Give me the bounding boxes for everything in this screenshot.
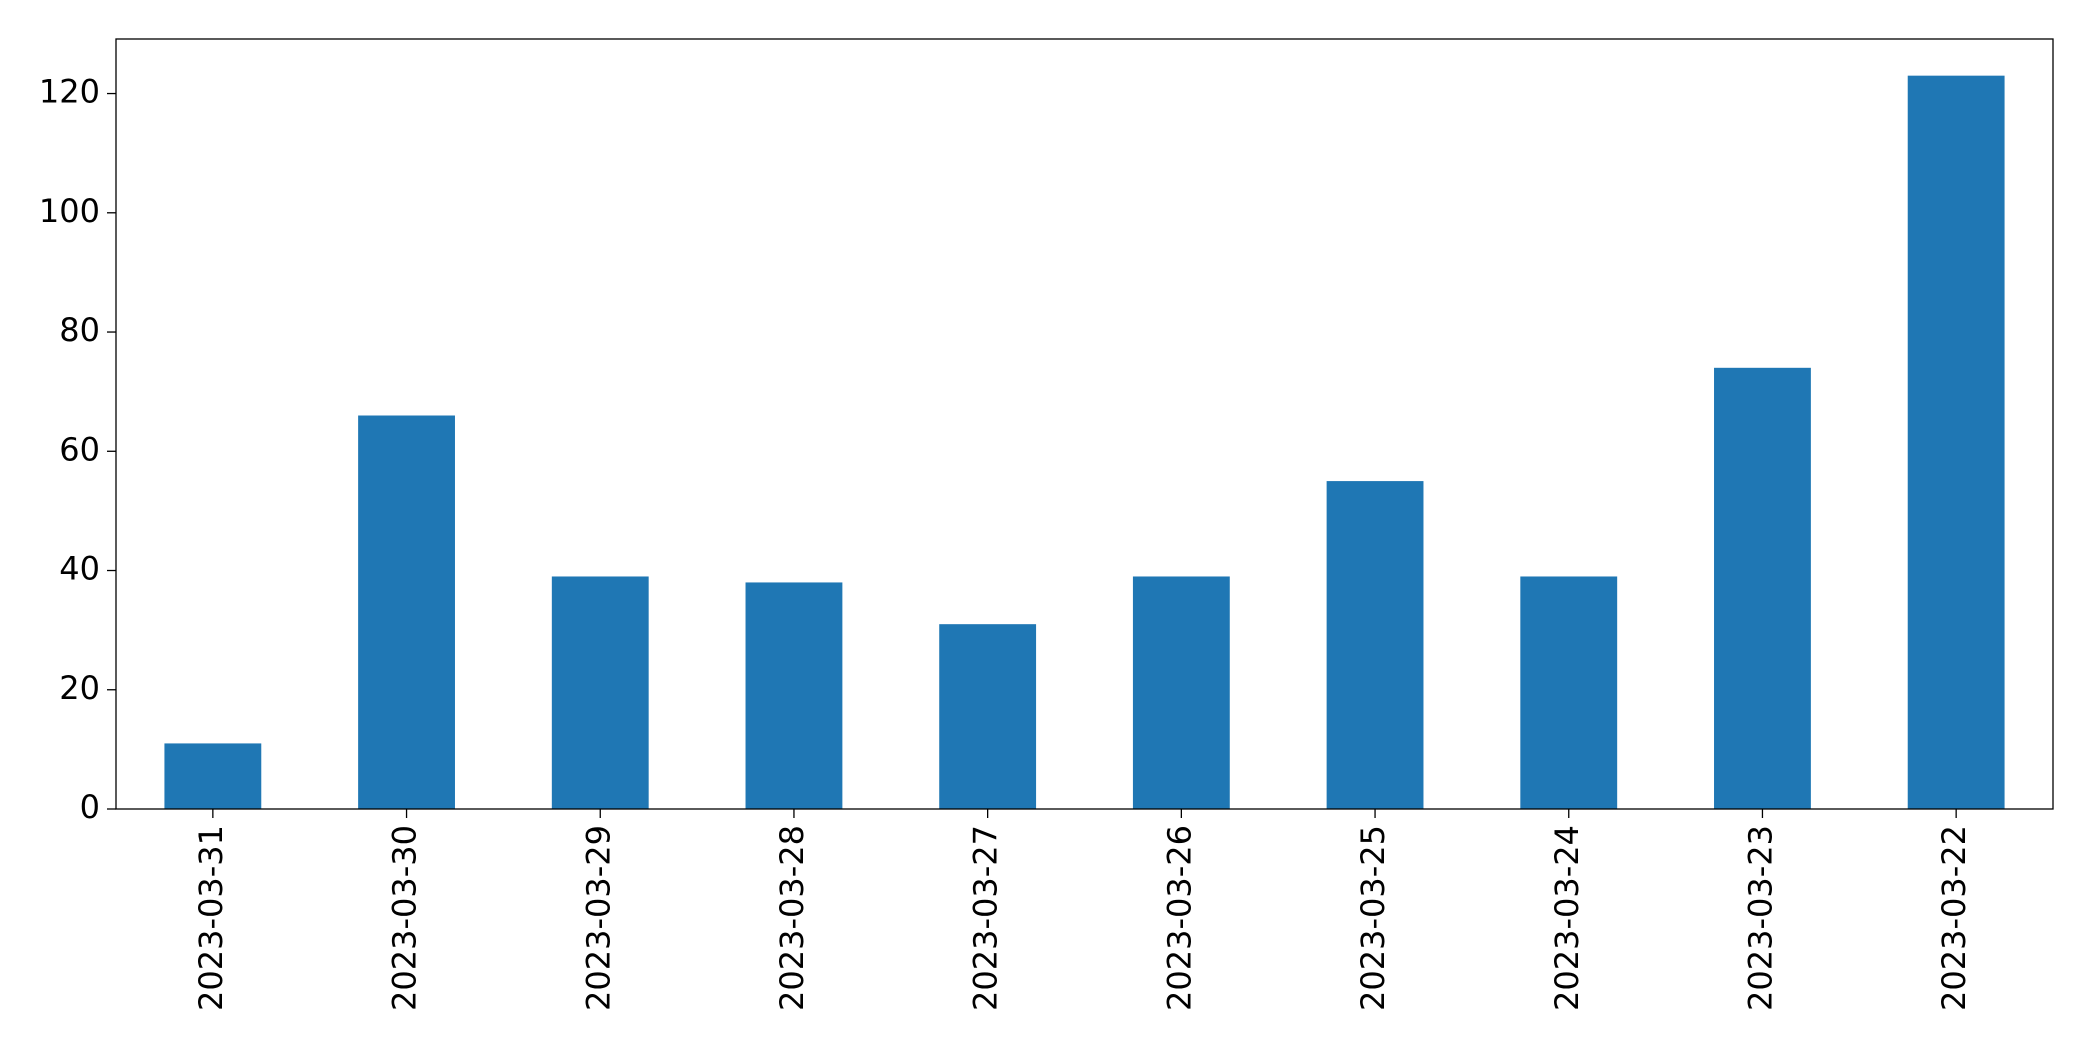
bar [1132, 576, 1230, 809]
x-tick-label: 2023-03-29 [579, 825, 617, 1011]
y-tick-label: 100 [39, 192, 100, 230]
x-tick-label: 2023-03-26 [1160, 825, 1198, 1011]
x-tick-label: 2023-03-28 [773, 825, 811, 1011]
y-tick-label: 0 [80, 788, 100, 826]
x-tick-label: 2023-03-30 [386, 825, 424, 1011]
bar [551, 576, 649, 809]
y-tick-label: 40 [59, 550, 100, 588]
plot-frame [115, 38, 2054, 810]
x-tick-label: 2023-03-27 [967, 825, 1005, 1011]
x-tick-label: 2023-03-31 [192, 825, 230, 1011]
y-tick-label: 120 [39, 73, 100, 111]
y-tick-label: 80 [59, 311, 100, 349]
x-tick-label: 2023-03-25 [1354, 825, 1392, 1011]
bar [1714, 367, 1811, 809]
x-tick-label: 2023-03-23 [1741, 825, 1779, 1011]
x-tick-label: 2023-03-24 [1548, 825, 1586, 1011]
bar [939, 624, 1037, 809]
y-tick-label: 20 [59, 669, 100, 707]
bar [164, 743, 262, 809]
bar [358, 415, 455, 809]
y-tick-label: 60 [59, 430, 100, 468]
bar [1907, 75, 2005, 809]
bar [1326, 481, 1424, 809]
x-tick-label: 2023-03-22 [1935, 825, 1973, 1011]
bar [745, 582, 843, 809]
bar [1520, 576, 1618, 809]
